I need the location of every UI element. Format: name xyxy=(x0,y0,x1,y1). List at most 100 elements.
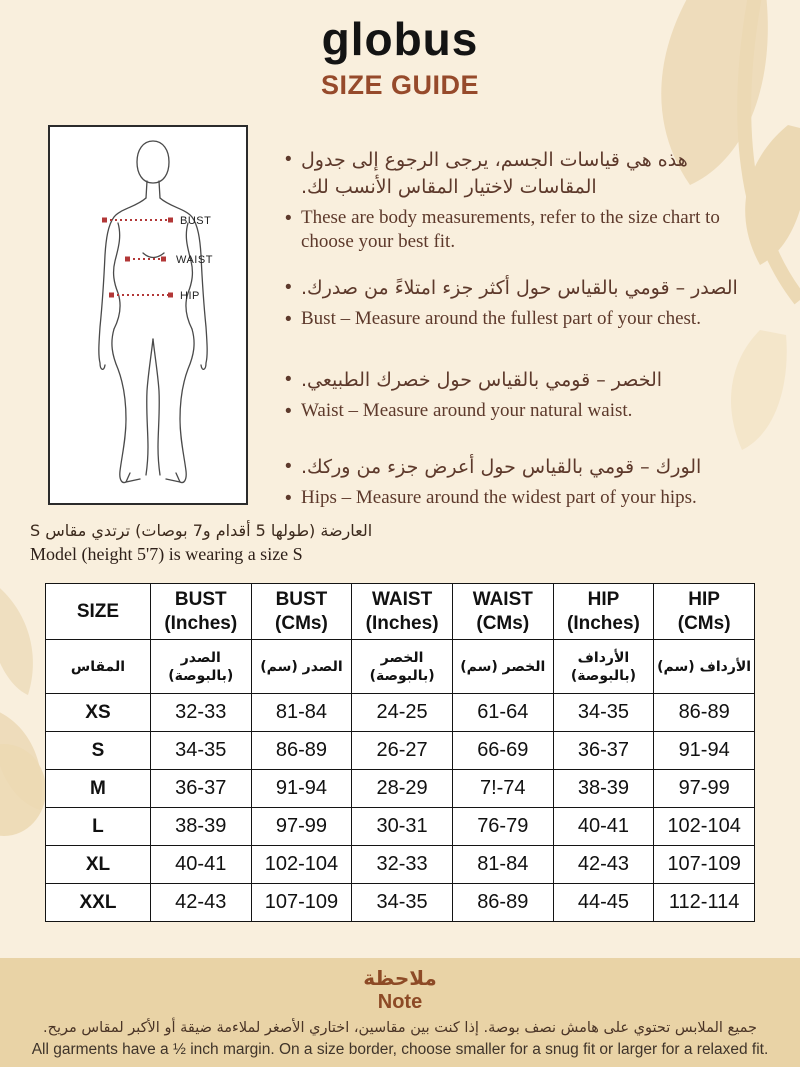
bullet-item: • الخصر – قومي بالقياس حول خصرك الطبيعي. xyxy=(285,367,760,394)
body-figure-svg: BUST WAIST HIP xyxy=(98,140,213,484)
measurement-cell: 24-25 xyxy=(351,693,453,732)
measurement-cell: 97-99 xyxy=(653,769,755,808)
bullet-item: • الصدر – قومي بالقياس حول أكثر جزء امتلا… xyxy=(285,275,760,302)
bullet-dot-icon: • xyxy=(285,208,292,229)
measurement-cell: 34-35 xyxy=(149,731,252,770)
bullet-dot-icon: • xyxy=(285,149,292,170)
measurement-cell: 30-31 xyxy=(351,807,453,846)
size-table: SIZE BUST (Inches) BUST (CMs) WAIST (Inches) WA… xyxy=(45,583,755,922)
measurement-cell: 40-41 xyxy=(552,807,655,846)
bullet-text-en: Waist – Measure around your natural wais… xyxy=(301,400,633,421)
table-header-cell: WAIST (CMs) xyxy=(451,583,554,640)
bullet-dot-icon: • xyxy=(285,277,292,298)
table-header-cell: BUST (Inches) xyxy=(149,583,252,640)
table-header-cell: الخصر (بالبوصة) xyxy=(351,639,453,694)
bullet-text-ar: الخصر – قومي بالقياس حول خصرك الطبيعي. xyxy=(301,369,663,391)
bullet-item: • Waist – Measure around your natural wai… xyxy=(285,399,760,425)
size-cell: S xyxy=(45,731,151,770)
table-header-cell: BUST (CMs) xyxy=(250,583,353,640)
measurement-label-hip: HIP xyxy=(180,290,200,302)
bullet-item: • These are body measurements, refer to t… xyxy=(285,206,760,254)
table-row: XXL 42-43 107-109 34-35 86-89 44-45 112-114 xyxy=(45,883,755,922)
size-table-wrap: SIZE BUST (Inches) BUST (CMs) WAIST (Inches) WA… xyxy=(45,583,755,922)
table-row: S 34-35 86-89 26-27 66-69 36-37 91-94 xyxy=(45,731,755,770)
bullet-item: • Bust – Measure around the fullest part … xyxy=(285,307,760,333)
bullet-item: • Hips – Measure around the widest part o… xyxy=(285,486,760,512)
bullet-item: • الورك – قومي بالقياس حول أعرض جزء من ور… xyxy=(285,454,760,481)
measurement-cell: 91-94 xyxy=(250,769,353,808)
brand-logo: globus xyxy=(321,13,479,65)
model-note-ar: العارضة (طولها 5 أقدام و7 بوصات) ترتدي م… xyxy=(30,521,373,540)
measurement-cell: 61-64 xyxy=(451,693,554,732)
measurement-cell: 42-43 xyxy=(552,845,655,884)
measurement-cell: 42-43 xyxy=(149,883,252,922)
table-header-cell: HIP (Inches) xyxy=(552,583,655,640)
table-header-cell: الصدر (بالبوصة) xyxy=(149,639,252,694)
table-header-cell: WAIST (Inches) xyxy=(351,583,453,640)
bullet-text-en: Bust – Measure around the fullest part o… xyxy=(301,308,701,329)
measurement-label-bust: BUST xyxy=(180,215,211,227)
bullet-dot-icon: • xyxy=(285,488,292,509)
bullet-dot-icon: • xyxy=(285,309,292,330)
bullet-dot-icon: • xyxy=(285,401,292,422)
table-body: XS 32-33 81-84 24-25 61-64 34-35 86-89 S 34-35 86… xyxy=(45,693,755,922)
table-header-row-en: SIZE BUST (Inches) BUST (CMs) WAIST (Inches) WA… xyxy=(45,583,755,640)
measurement-cell: 34-35 xyxy=(351,883,453,922)
table-header-cell: الخصر (سم) xyxy=(451,639,554,694)
measurement-cell: 86-89 xyxy=(653,693,755,732)
note-title-en: Note xyxy=(377,991,423,1013)
measurement-cell: 91-94 xyxy=(653,731,755,770)
measurement-cell: 76-79 xyxy=(451,807,554,846)
measurement-cell: 107-109 xyxy=(653,845,755,884)
measurement-cell: 28-29 xyxy=(351,769,453,808)
table-header-cell: الأرداف (سم) xyxy=(653,639,755,694)
size-cell: XXL xyxy=(45,883,151,922)
bullet-text-en: Hips – Measure around the widest part of… xyxy=(301,487,697,508)
measurement-cell: 32-33 xyxy=(351,845,453,884)
measurement-cell: 107-109 xyxy=(250,883,353,922)
figure-panel: BUST WAIST HIP xyxy=(48,125,248,505)
model-note-en: Model (height 5'7) is wearing a size S xyxy=(30,544,303,564)
measurement-cell: 36-37 xyxy=(552,731,655,770)
bullet-dot-icon: • xyxy=(285,456,292,477)
bullet-text-ar: الورك – قومي بالقياس حول أعرض جزء من ورك… xyxy=(301,456,702,478)
measurement-cell: 86-89 xyxy=(451,883,554,922)
size-cell: XL xyxy=(45,845,151,884)
measurement-cell: 7!-74 xyxy=(451,769,554,808)
measurement-cell: 66-69 xyxy=(451,731,554,770)
model-note: العارضة (طولها 5 أقدام و7 بوصات) ترتدي م… xyxy=(30,519,372,566)
measurement-cell: 81-84 xyxy=(451,845,554,884)
size-cell: XS xyxy=(45,693,151,732)
bullet-text-ar: الصدر – قومي بالقياس حول أكثر جزء امتلاء… xyxy=(301,277,738,299)
measurement-label-waist: WAIST xyxy=(176,254,213,266)
measurement-cell: 36-37 xyxy=(149,769,252,808)
size-cell: L xyxy=(45,807,151,846)
note-title-ar: ملاحظة xyxy=(363,966,437,990)
note-body-ar: جميع الملابس تحتوي على هامش نصف بوصة. إذ… xyxy=(43,1020,757,1036)
measurement-cell: 38-39 xyxy=(149,807,252,846)
bullet-text-ar: هذه هي قياسات الجسم، يرجى الرجوع إلى جدو… xyxy=(301,149,688,198)
measurement-cell: 38-39 xyxy=(552,769,655,808)
table-row: L 38-39 97-99 30-31 76-79 40-41 102-104 xyxy=(45,807,755,846)
measurement-cell: 81-84 xyxy=(250,693,353,732)
measurement-cell: 40-41 xyxy=(149,845,252,884)
measurement-cell: 112-114 xyxy=(653,883,755,922)
bullet-item: • هذه هي قياسات الجسم، يرجى الرجوع إلى جد… xyxy=(285,147,760,201)
size-cell: M xyxy=(45,769,151,808)
table-header-cell: الأرداف (بالبوصة) xyxy=(552,639,655,694)
table-header-row-ar: المقاس الصدر (بالبوصة) الصدر (سم) الخصر (بالب… xyxy=(45,639,755,694)
table-header-cell: HIP (CMs) xyxy=(653,583,755,640)
measurement-cell: 44-45 xyxy=(552,883,655,922)
table-row: XS 32-33 81-84 24-25 61-64 34-35 86-89 xyxy=(45,693,755,732)
measurement-cell: 32-33 xyxy=(149,693,252,732)
measurement-cell: 102-104 xyxy=(250,845,353,884)
page-title: SIZE GUIDE xyxy=(320,70,480,100)
note-section: ملاحظة Note جميع الملابس تحتوي على هامش … xyxy=(0,958,800,1067)
table-header-cell: الصدر (سم) xyxy=(250,639,353,694)
table-row: M 36-37 91-94 28-29 7!-74 38-39 97-99 xyxy=(45,769,755,808)
bullet-text-en: These are body measurements, refer to th… xyxy=(301,207,720,252)
measurement-cell: 34-35 xyxy=(552,693,655,732)
measurement-cell: 102-104 xyxy=(653,807,755,846)
table-header-cell: SIZE xyxy=(45,583,151,640)
bullet-dot-icon: • xyxy=(285,369,292,390)
